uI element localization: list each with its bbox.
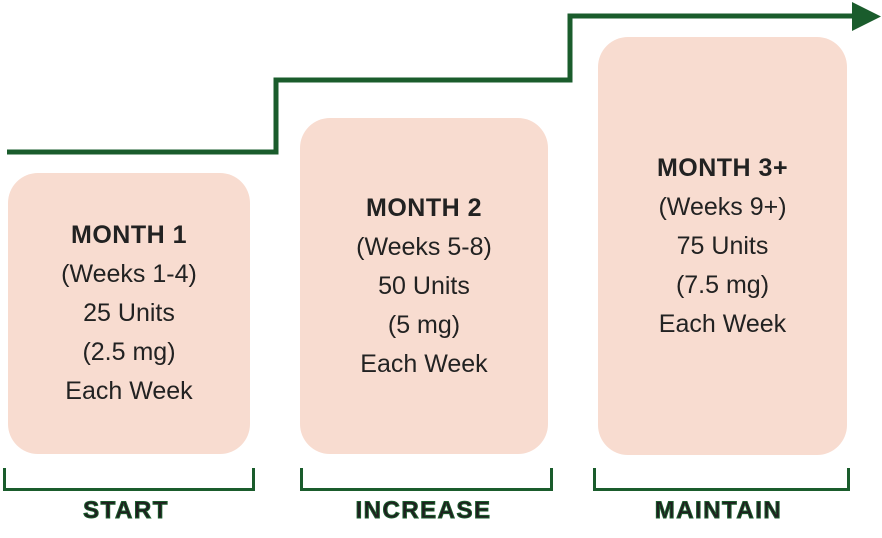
card-dose: (5 mg) bbox=[387, 310, 461, 339]
card-title: MONTH 3+ bbox=[656, 153, 789, 182]
bracket-maintain bbox=[593, 468, 850, 491]
card-weeks: (Weeks 1-4) bbox=[61, 260, 197, 288]
dose-card-month-2: MONTH 2 (Weeks 5-8) 50 Units (5 mg) Each… bbox=[300, 118, 548, 454]
card-frequency: Each Week bbox=[658, 309, 787, 338]
bracket-increase bbox=[300, 468, 553, 491]
card-weeks: (Weeks 5-8) bbox=[356, 232, 492, 261]
dose-card-month-3-plus: MONTH 3+ (Weeks 9+) 75 Units (7.5 mg) Ea… bbox=[598, 37, 847, 455]
card-units: 50 Units bbox=[378, 271, 470, 300]
card-units: 25 Units bbox=[83, 299, 175, 327]
phase-label-maintain: MAINTAIN bbox=[654, 497, 783, 525]
bracket-start bbox=[3, 468, 255, 491]
phase-label-increase: INCREASE bbox=[355, 497, 492, 525]
card-dose: (7.5 mg) bbox=[675, 270, 770, 299]
card-dose: (2.5 mg) bbox=[82, 338, 176, 366]
card-title: MONTH 2 bbox=[366, 193, 482, 222]
card-frequency: Each Week bbox=[360, 349, 488, 378]
card-title: MONTH 1 bbox=[71, 221, 187, 249]
dose-card-month-1: MONTH 1 (Weeks 1-4) 25 Units (2.5 mg) Ea… bbox=[8, 173, 250, 454]
card-units: 75 Units bbox=[676, 231, 769, 260]
phase-label-start: START bbox=[83, 497, 169, 525]
card-frequency: Each Week bbox=[65, 377, 193, 405]
arrow-head-icon bbox=[852, 2, 881, 31]
card-weeks: (Weeks 9+) bbox=[658, 192, 787, 221]
